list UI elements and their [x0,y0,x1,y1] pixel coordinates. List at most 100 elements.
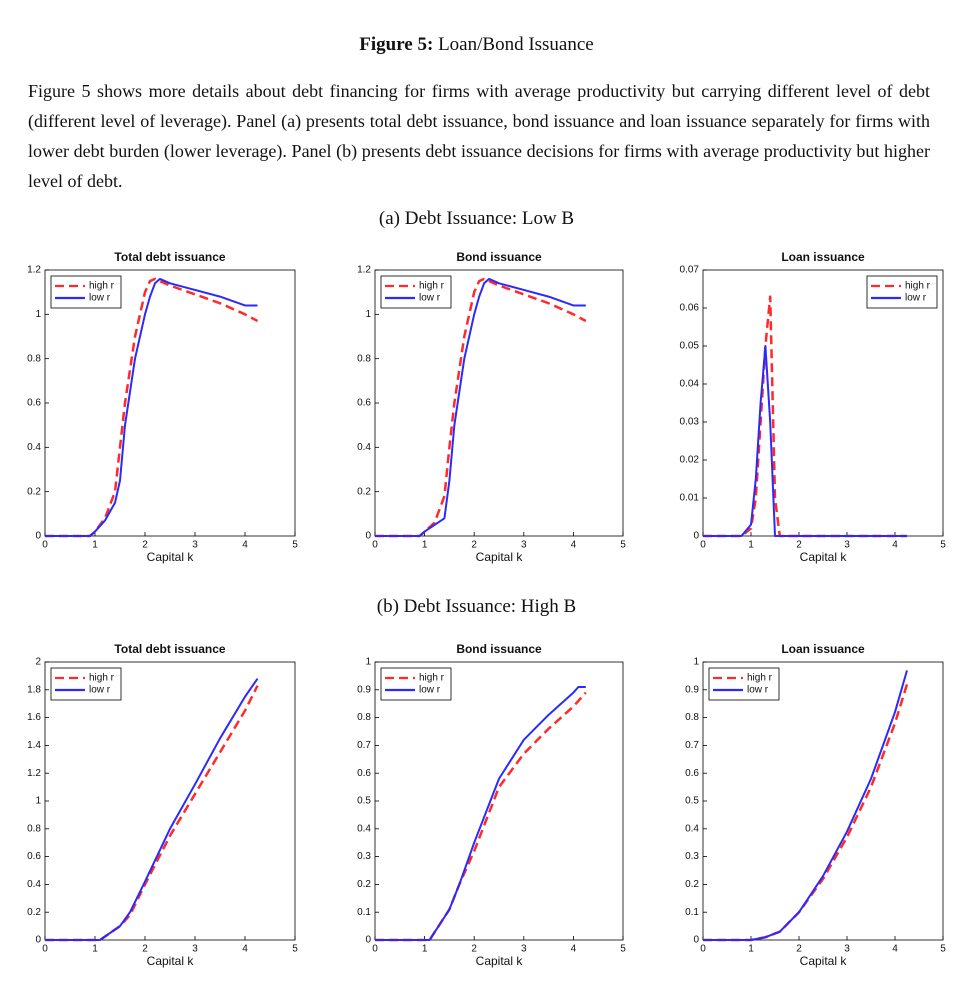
y-tick-label: 1.8 [27,684,41,695]
y-tick-label: 0 [35,935,41,946]
y-tick-label: 1 [35,309,41,320]
x-tick-label: 4 [242,540,248,551]
y-tick-label: 0.6 [357,768,371,779]
y-tick-label: 0.6 [685,768,699,779]
x-tick-label: 4 [242,944,248,955]
series-line [375,277,586,537]
legend-label: high r [419,673,445,684]
legend-box [50,667,122,701]
legend-label: high r [747,673,773,684]
chart-title: Bond issuance [456,250,542,264]
y-tick-label: 1.2 [357,265,371,276]
x-tick-label: 4 [571,540,577,551]
x-tick-label: 3 [521,540,527,551]
y-tick-label: 0.4 [357,823,371,834]
x-axis-label: Capital k [147,954,195,968]
series-line [45,678,259,941]
legend-label: low r [89,293,111,304]
y-tick-label: 0.9 [685,684,699,695]
paragraph: Figure 5 shows more details about debt f… [28,81,930,191]
x-tick-label: 3 [844,540,850,551]
plot-frame [702,269,944,537]
x-tick-label: 2 [796,944,802,955]
panel-caption: (b) Debt Issuance: High B [376,596,577,617]
legend-label: low r [89,685,111,696]
y-tick-label: 0 [365,531,371,542]
x-tick-label: 4 [892,540,898,551]
y-tick-label: 0.2 [685,879,699,890]
x-axis-label: Capital k [476,954,524,968]
legend-label: low r [419,685,441,696]
x-tick-label: 0 [42,540,48,551]
x-axis-label: Capital k [476,550,524,564]
x-tick-label: 4 [571,944,577,955]
y-tick-label: 0 [693,935,699,946]
x-tick-label: 3 [192,944,198,955]
x-tick-label: 3 [192,540,198,551]
legend-box [50,275,122,309]
y-tick-label: 1 [365,657,371,668]
y-tick-label: 0.2 [357,486,371,497]
y-tick-label: 0.8 [27,823,41,834]
x-tick-label: 5 [620,944,626,955]
y-tick-label: 0.01 [680,493,700,504]
y-tick-label: 0.4 [357,442,371,453]
y-tick-label: 0.3 [357,851,371,862]
x-tick-label: 0 [700,944,706,955]
y-tick-label: 0.05 [680,341,700,352]
x-tick-label: 1 [422,540,428,551]
x-tick-label: 1 [92,540,98,551]
y-tick-label: 1.4 [27,740,41,751]
y-tick-label: 0 [35,531,41,542]
y-tick-label: 0.3 [685,851,699,862]
y-tick-label: 1 [365,309,371,320]
legend-label: high r [905,281,931,292]
figure-label: Figure 5: [359,34,434,55]
x-tick-label: 0 [372,944,378,955]
y-tick-label: 0.8 [685,712,699,723]
legend-box [866,275,938,309]
legend-label: low r [905,293,927,304]
chart-title: Loan issuance [781,250,865,264]
chart-title: Total debt issuance [114,642,225,656]
y-tick-label: 0.06 [680,303,700,314]
y-tick-label: 0.7 [685,740,699,751]
y-tick-label: 0.7 [357,740,371,751]
y-tick-label: 1 [35,796,41,807]
chart-title: Loan issuance [781,642,865,656]
series-line [375,686,586,941]
y-tick-label: 0 [365,935,371,946]
y-tick-label: 0.6 [27,398,41,409]
x-tick-label: 5 [620,540,626,551]
y-tick-label: 0.8 [357,712,371,723]
plot-frame [702,661,944,941]
x-tick-label: 1 [748,944,754,955]
legend-box [708,667,780,701]
figure-title: Loan/Bond Issuance [438,34,594,55]
x-tick-label: 2 [142,944,148,955]
x-tick-label: 1 [748,540,754,551]
x-tick-label: 3 [844,944,850,955]
plot-frame [374,269,624,537]
y-tick-label: 0.4 [27,879,41,890]
figure-caption: Figure 5: Loan/Bond Issuance [0,34,953,56]
x-tick-label: 4 [892,944,898,955]
y-tick-label: 0.8 [27,353,41,364]
x-tick-label: 2 [142,540,148,551]
y-tick-label: 2 [35,657,41,668]
y-tick-label: 0.2 [27,486,41,497]
x-tick-label: 5 [292,944,298,955]
y-tick-label: 1.6 [27,712,41,723]
plot-frame [374,661,624,941]
x-tick-label: 3 [521,944,527,955]
series-line [45,277,258,537]
y-tick-label: 0.9 [357,684,371,695]
x-tick-label: 0 [42,944,48,955]
y-tick-label: 0.03 [680,417,700,428]
chart-title: Bond issuance [456,642,542,656]
legend-label: low r [747,685,769,696]
y-tick-label: 0.4 [27,442,41,453]
series-line [703,670,908,941]
